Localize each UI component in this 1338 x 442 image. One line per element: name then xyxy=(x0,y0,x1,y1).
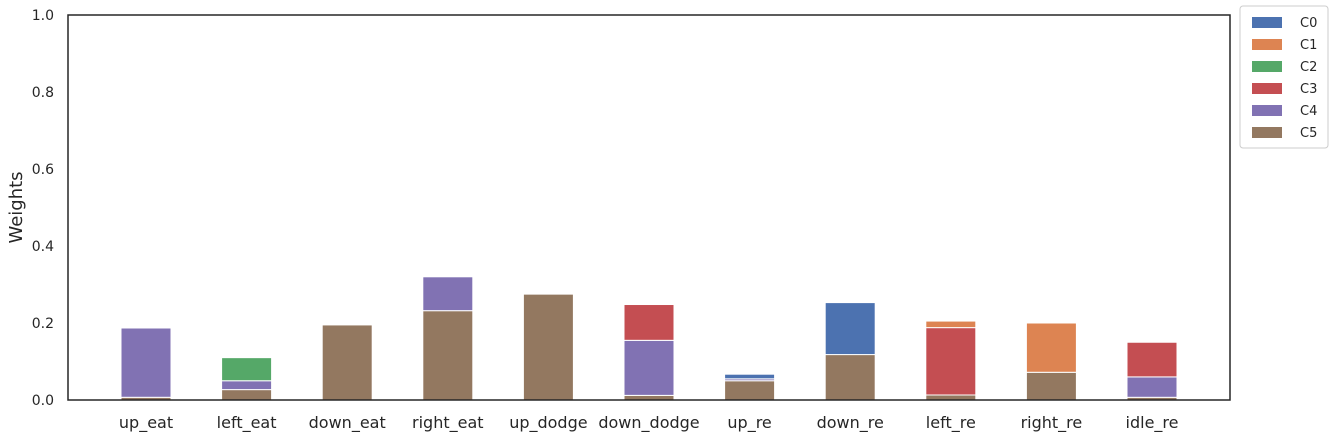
bar-left_eat-c5 xyxy=(221,389,273,401)
x-tick-label-up_eat: up_eat xyxy=(119,413,173,433)
bars-group xyxy=(120,276,1178,401)
y-axis-label: Weights xyxy=(6,171,27,243)
y-axis-ticks: 0.0 0.2 0.4 0.6 0.8 1.0 xyxy=(32,8,54,409)
bar-up_dodge-c5 xyxy=(522,293,574,401)
bar-right_re-c5 xyxy=(1025,371,1077,401)
legend-swatch-c5 xyxy=(1252,127,1282,138)
legend-label-c5: C5 xyxy=(1300,126,1317,141)
y-tick-label: 0.8 xyxy=(32,85,54,101)
plot-frame xyxy=(67,14,1231,401)
legend-label-c1: C1 xyxy=(1300,38,1317,53)
x-tick-label-right_re: right_re xyxy=(1021,413,1083,433)
x-tick-label-up_re: up_re xyxy=(727,413,771,433)
bar-right_eat-c5 xyxy=(422,310,474,401)
bar-left_re-c3 xyxy=(925,327,977,396)
bar-idle_re-c3 xyxy=(1126,341,1178,378)
legend: C0 C1 C2 C3 C4 C5 xyxy=(1239,5,1329,149)
bar-idle_re-c4 xyxy=(1126,376,1178,398)
bar-down_re-c0 xyxy=(824,302,876,356)
bar-down_dodge-c4 xyxy=(623,339,675,396)
x-tick-label-right_eat: right_eat xyxy=(412,413,484,433)
y-tick-label: 1.0 xyxy=(32,8,54,24)
legend-label-c3: C3 xyxy=(1300,82,1317,97)
x-tick-label-idle_re: idle_re xyxy=(1126,413,1179,433)
y-tick-label: 0.2 xyxy=(32,316,54,332)
x-tick-label-left_eat: left_eat xyxy=(217,413,277,433)
legend-label-c0: C0 xyxy=(1300,16,1317,31)
y-tick-label: 0.4 xyxy=(32,239,54,255)
bar-left_eat-c2 xyxy=(221,357,273,382)
legend-swatch-c3 xyxy=(1252,83,1282,94)
bar-up_re-c5 xyxy=(724,380,776,401)
x-axis-ticks: up_eat left_eat down_eat right_eat up_dodge d… xyxy=(119,413,1179,433)
legend-swatch-c1 xyxy=(1252,39,1282,50)
bar-left_re-c1 xyxy=(925,320,977,329)
bar-left_eat-c4 xyxy=(221,380,273,391)
bar-right_re-c1 xyxy=(1025,322,1077,373)
x-tick-label-down_re: down_re xyxy=(817,413,884,433)
legend-label-c2: C2 xyxy=(1300,60,1317,75)
legend-swatch-c0 xyxy=(1252,17,1282,28)
y-tick-label: 0.6 xyxy=(32,162,54,178)
legend-swatch-c2 xyxy=(1252,61,1282,72)
legend-label-c4: C4 xyxy=(1300,104,1317,119)
bar-up_re-c0 xyxy=(724,373,776,380)
y-tick-label: 0.0 xyxy=(32,393,54,409)
bar-down_re-c5 xyxy=(824,354,876,401)
x-tick-label-up_dodge: up_dodge xyxy=(509,413,587,433)
x-tick-label-left_re: left_re xyxy=(926,413,976,433)
bar-down_dodge-c3 xyxy=(623,304,675,341)
x-tick-label-down_dodge: down_dodge xyxy=(598,413,699,433)
x-tick-label-down_eat: down_eat xyxy=(309,413,386,433)
bar-down_eat-c5 xyxy=(321,324,373,401)
legend-swatch-c4 xyxy=(1252,105,1282,116)
bar-right_eat-c4 xyxy=(422,276,474,312)
bar-up_eat-c4 xyxy=(120,327,172,398)
